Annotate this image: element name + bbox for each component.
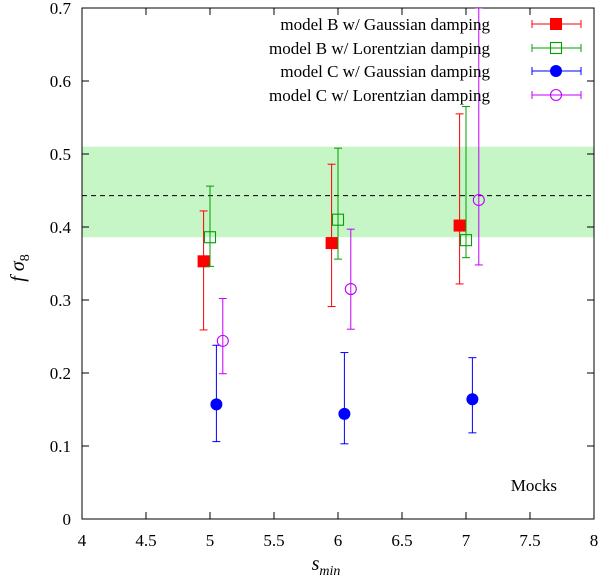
y-tick-label: 0.6 xyxy=(50,72,71,91)
y-tick-labels: 0 0.1 0.2 0.3 0.4 0.5 0.6 0.7 xyxy=(50,0,72,529)
data-point xyxy=(472,193,485,207)
y-tick-label: 0.5 xyxy=(50,145,71,164)
legend-marker xyxy=(549,41,563,55)
legend-label: model B w/ Lorentzian damping xyxy=(269,39,490,58)
legend-marker xyxy=(549,88,563,102)
y-axis-label-subscript: 8 xyxy=(18,254,33,261)
data-point xyxy=(338,407,351,420)
data-point xyxy=(325,237,338,250)
series-1 xyxy=(197,113,466,331)
data-point xyxy=(203,231,217,244)
data-point xyxy=(344,282,357,296)
axis-ticks xyxy=(81,7,595,520)
x-tick-label: 6 xyxy=(334,531,343,550)
y-tick-label: 0.2 xyxy=(50,364,71,383)
legend-marker xyxy=(550,65,562,77)
x-tick-label: 5.5 xyxy=(263,531,284,550)
y-tick-label: 0 xyxy=(63,510,72,529)
x-tick-label: 8 xyxy=(590,531,599,550)
y-tick-label: 0.4 xyxy=(50,218,72,237)
series-2 xyxy=(203,106,473,267)
data-point xyxy=(331,213,345,226)
legend-label: model C w/ Gaussian damping xyxy=(280,62,490,81)
x-tick-label: 4.5 xyxy=(135,531,156,550)
legend-item: model C w/ Gaussian damping xyxy=(280,62,582,81)
series-layer xyxy=(197,8,485,445)
legend: model B w/ Gaussian damping model B w/ Lo… xyxy=(269,15,582,105)
x-axis-label: smin xyxy=(312,553,341,576)
y-tick-label: 0.1 xyxy=(50,437,71,456)
x-tick-labels: 4 4.5 5 5.5 6 6.5 7 7.5 8 xyxy=(78,531,599,550)
legend-item: model B w/ Gaussian damping xyxy=(280,15,582,34)
data-point xyxy=(453,219,466,232)
x-tick-label: 5 xyxy=(206,531,215,550)
data-point xyxy=(216,334,229,347)
legend-item: model C w/ Lorentzian damping xyxy=(269,86,582,105)
data-point xyxy=(466,393,479,406)
series-3 xyxy=(210,344,479,445)
x-tick-label: 7 xyxy=(462,531,471,550)
x-tick-label: 6.5 xyxy=(391,531,412,550)
x-tick-label: 4 xyxy=(78,531,87,550)
data-point xyxy=(210,398,223,411)
x-tick-label: 7.5 xyxy=(519,531,540,550)
legend-label: model B w/ Gaussian damping xyxy=(280,15,490,34)
mocks-annotation: Mocks xyxy=(511,476,557,495)
legend-marker xyxy=(550,18,562,30)
legend-label: model C w/ Lorentzian damping xyxy=(269,86,490,105)
data-point xyxy=(459,234,473,247)
data-point xyxy=(197,255,210,268)
plot-frame xyxy=(81,7,595,520)
y-tick-label: 0.7 xyxy=(50,0,72,18)
legend-item: model B w/ Lorentzian damping xyxy=(269,39,582,58)
x-axis-label-subscript: min xyxy=(319,564,340,576)
y-axis-label: f σ8 xyxy=(7,254,33,281)
series-4 xyxy=(216,8,485,375)
y-tick-label: 0.3 xyxy=(50,291,71,310)
